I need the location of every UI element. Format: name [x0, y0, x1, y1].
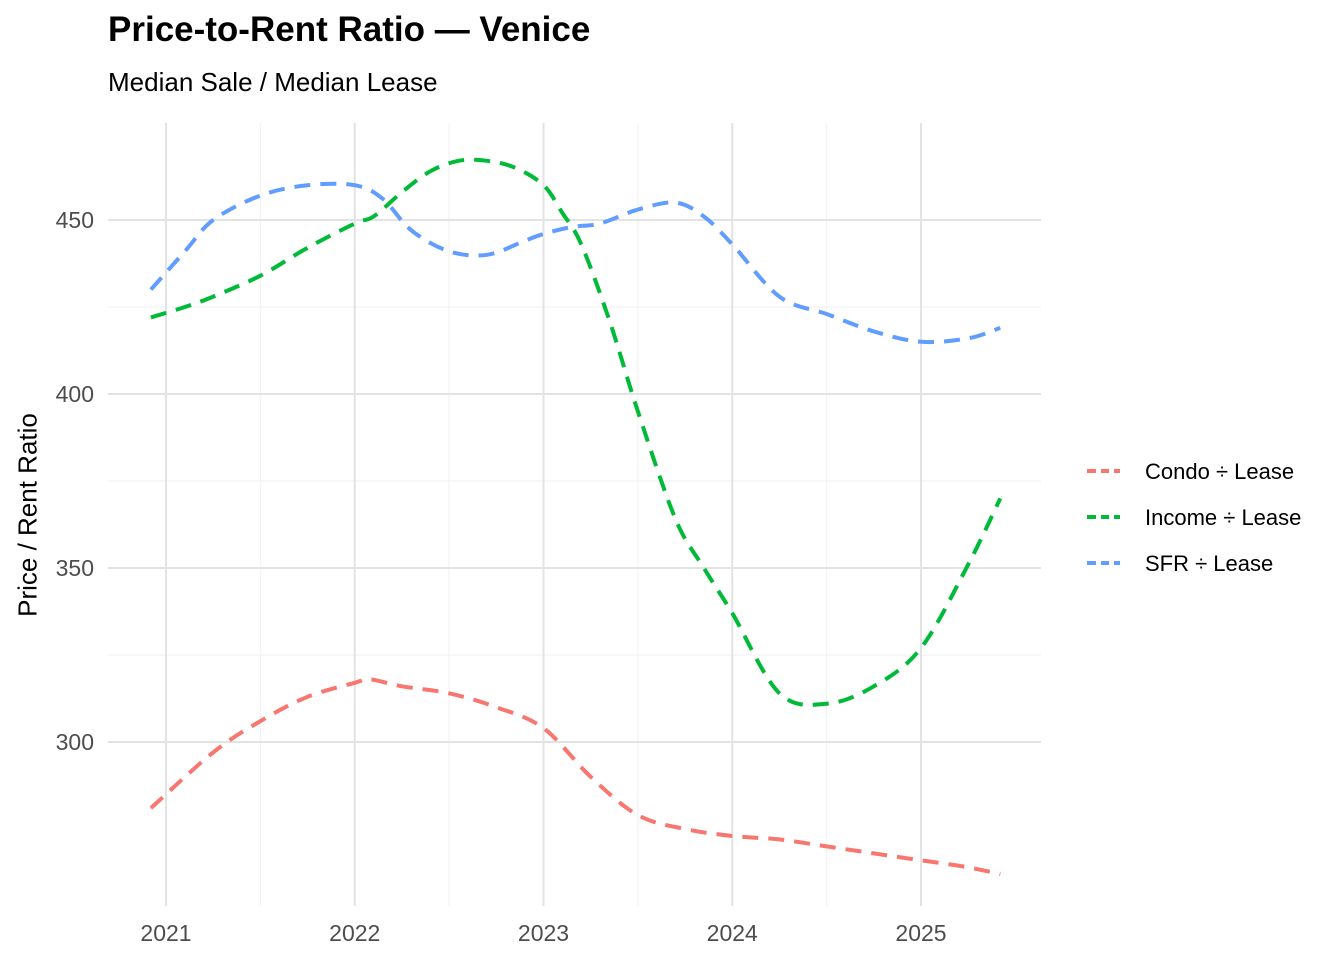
- legend: Condo ÷ Lease Income ÷ Lease SFR ÷ Lease: [1087, 459, 1301, 576]
- y-tick-label: 350: [56, 555, 94, 581]
- y-tick-label: 300: [56, 729, 94, 755]
- legend-label: SFR ÷ Lease: [1145, 551, 1273, 576]
- series-line-0: [149, 677, 1001, 877]
- series-lines: [149, 157, 1003, 877]
- x-tick-label: 2022: [329, 920, 380, 946]
- y-tick-label: 400: [56, 381, 94, 407]
- legend-label: Income ÷ Lease: [1145, 505, 1301, 530]
- x-axis-ticks: 2021 2022 2023 2024 2025: [140, 920, 946, 946]
- x-tick-label: 2021: [140, 920, 191, 946]
- chart-title: Price-to-Rent Ratio — Venice: [108, 10, 591, 49]
- series-line-1: [150, 157, 1003, 707]
- x-tick-label: 2023: [518, 920, 569, 946]
- y-tick-label: 450: [56, 207, 94, 233]
- x-tick-label: 2024: [707, 920, 758, 946]
- legend-label: Condo ÷ Lease: [1145, 459, 1294, 484]
- x-tick-label: 2025: [895, 920, 946, 946]
- grid-lines: [108, 123, 1041, 906]
- chart-subtitle: Median Sale / Median Lease: [108, 67, 438, 97]
- y-axis-ticks: 300 350 400 450: [56, 207, 94, 755]
- series-line-2: [149, 181, 1001, 345]
